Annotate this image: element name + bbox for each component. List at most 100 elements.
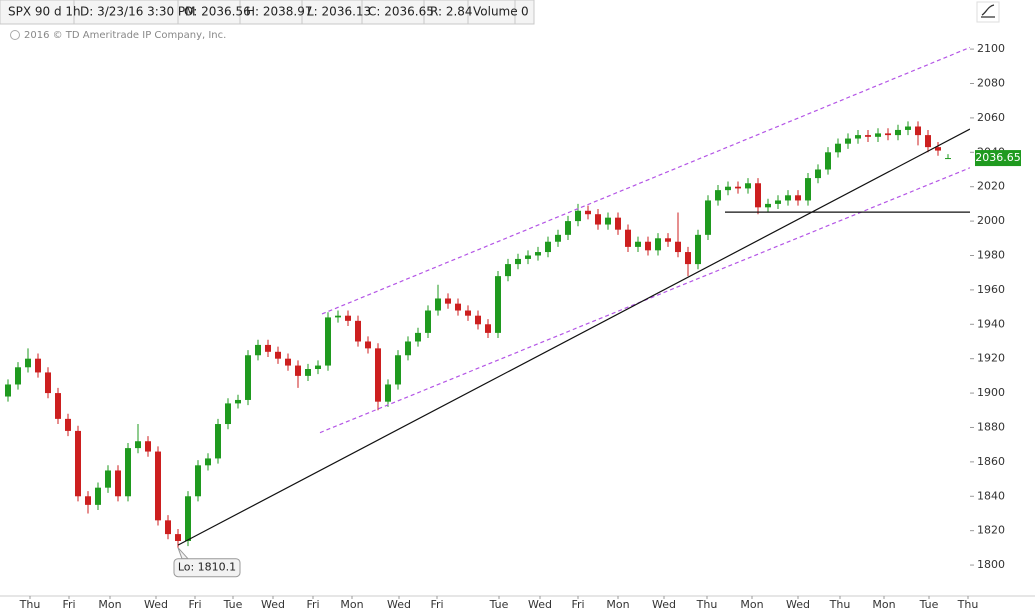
candle-body — [535, 252, 541, 256]
candle-body — [835, 143, 841, 153]
candle-body — [575, 210, 581, 222]
candle-body — [805, 178, 811, 201]
candle-body — [35, 358, 41, 373]
candle-body — [765, 203, 771, 208]
candle-body — [745, 183, 751, 189]
candle-body — [135, 441, 141, 449]
x-tick-label: Wed — [387, 598, 411, 611]
candle-body — [255, 344, 261, 356]
candle-body — [395, 355, 401, 385]
candle-body — [455, 303, 461, 311]
candle-body — [755, 183, 761, 208]
candle-body — [905, 126, 911, 130]
candle-body — [245, 355, 251, 400]
candle-body — [315, 365, 321, 370]
candle-body — [435, 298, 441, 311]
candle-body — [665, 238, 671, 242]
candle-body — [95, 487, 101, 505]
x-tick-label: Mon — [872, 598, 895, 611]
candle-body — [225, 403, 231, 425]
candle-body — [215, 424, 221, 459]
x-tick-label: Wed — [786, 598, 810, 611]
candle-body — [625, 229, 631, 247]
candle-body — [155, 451, 161, 521]
candle-body — [815, 169, 821, 179]
tool-button[interactable] — [976, 1, 1000, 23]
candle-body — [325, 317, 331, 366]
candle-body — [865, 135, 871, 137]
y-tick-label: 2020 — [977, 180, 1005, 193]
volume-label: Volume — [473, 5, 518, 19]
candle-body — [825, 152, 831, 170]
x-tick-label: Thu — [957, 598, 979, 611]
candle-body — [385, 384, 391, 402]
candle-body — [125, 448, 131, 497]
candle-body — [475, 315, 481, 325]
x-tick-label: Tue — [919, 598, 939, 611]
copyright: 2016 © TD Ameritrade IP Company, Inc. — [24, 30, 226, 41]
candle-body — [705, 200, 711, 235]
candle-body — [195, 465, 201, 497]
candle-body — [775, 200, 781, 204]
candle-body — [285, 358, 291, 366]
x-tick-label: Mon — [340, 598, 363, 611]
x-tick-label: Thu — [19, 598, 41, 611]
candle-body — [715, 190, 721, 201]
y-tick-label: 1840 — [977, 489, 1005, 502]
y-tick-label: 2000 — [977, 214, 1005, 227]
y-tick-label: 1980 — [977, 248, 1005, 261]
candle-body — [415, 332, 421, 342]
tool-icon[interactable] — [976, 1, 1000, 23]
y-tick-label: 2060 — [977, 111, 1005, 124]
candle-body — [25, 358, 31, 368]
candle-body — [595, 214, 601, 225]
candle-body — [405, 341, 411, 356]
range: R: 2.84 — [430, 5, 473, 19]
candle-body — [445, 298, 451, 304]
plot — [5, 46, 970, 548]
candle-body — [265, 344, 271, 352]
candle-body — [635, 241, 641, 247]
candle-body — [485, 324, 491, 333]
volume: 0 — [521, 5, 529, 19]
y-tick-label: 1940 — [977, 317, 1005, 330]
candle-body — [425, 310, 431, 333]
high: H: 2038.97 — [246, 5, 313, 19]
x-tick-label: Thu — [829, 598, 851, 611]
candle-body — [525, 255, 531, 259]
candle-body — [5, 384, 11, 397]
candle-body — [945, 158, 951, 160]
trend-line — [177, 128, 970, 546]
candle-body — [505, 264, 511, 277]
candle-body — [305, 369, 311, 376]
candle-body — [295, 365, 301, 376]
candle-body — [925, 135, 931, 148]
tool-glyph — [981, 4, 995, 18]
last-price-tag — [975, 150, 1021, 167]
x-tick-label: Wed — [144, 598, 168, 611]
low-label: Lo: 1810.1 — [178, 561, 236, 574]
candle-body — [185, 496, 191, 541]
x-tick-label: Thu — [696, 598, 718, 611]
candle-body — [845, 138, 851, 144]
x-tick-label: Fri — [62, 598, 75, 611]
candle-body — [45, 372, 51, 394]
candle-body — [15, 367, 21, 385]
x-tick-label: Wed — [528, 598, 552, 611]
x-tick-label: Fri — [306, 598, 319, 611]
candle-body — [335, 315, 341, 318]
candle-body — [725, 186, 731, 191]
candle-body — [75, 430, 81, 497]
candle-body — [675, 241, 681, 253]
y-tick-label: 1860 — [977, 455, 1005, 468]
candle-body — [365, 341, 371, 349]
candle-body — [655, 238, 661, 251]
y-tick-label: 1900 — [977, 386, 1005, 399]
candle-body — [465, 310, 471, 316]
candle-body — [165, 520, 171, 535]
candle-body — [515, 258, 521, 265]
y-tick-label: 1800 — [977, 558, 1005, 571]
candle-body — [585, 210, 591, 215]
